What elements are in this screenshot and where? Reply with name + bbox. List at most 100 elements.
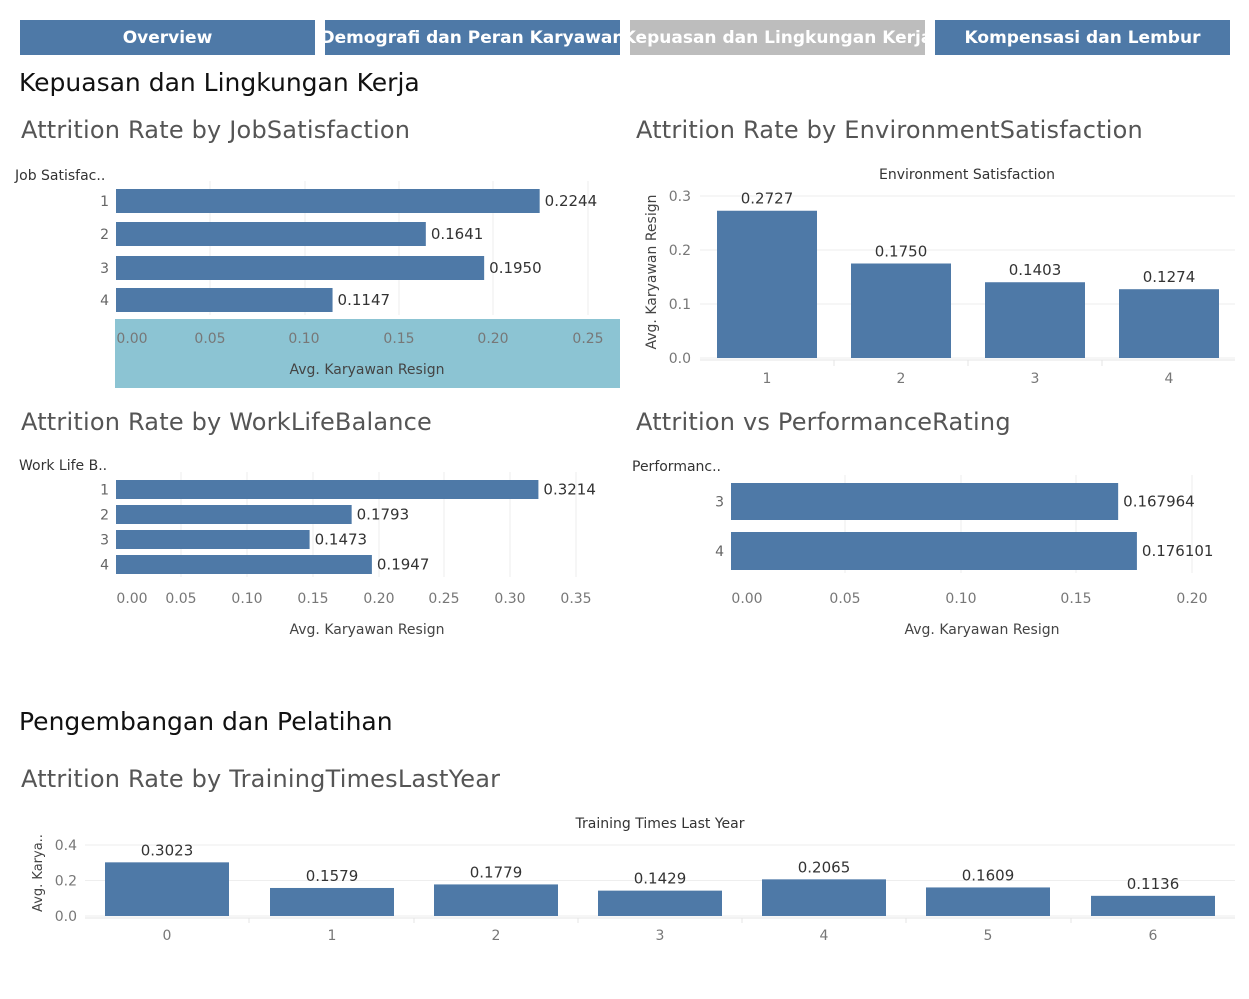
train-bar[interactable] (1091, 895, 1215, 916)
env-tick-label: 0.3 (669, 189, 691, 205)
chart-title-perf: Attrition vs PerformanceRating (636, 408, 1011, 436)
wlb-data-label: 0.1793 (357, 506, 410, 524)
wlb-data-label: 0.1947 (377, 556, 430, 574)
job-bar[interactable] (116, 222, 426, 246)
train-data-label: 0.2065 (798, 858, 851, 876)
job-data-label: 0.1641 (431, 225, 484, 243)
wlb-category-label: 4 (100, 558, 109, 574)
train-category-label: 0 (163, 928, 172, 944)
job-bar[interactable] (116, 189, 540, 213)
perf-tick-label: 0.20 (1176, 591, 1207, 607)
tab-kepuasan[interactable]: Kepuasan dan Lingkungan Kerja (623, 20, 932, 55)
wlb-x-axis-title: Avg. Karyawan Resign (290, 622, 445, 638)
env-bar[interactable] (717, 210, 817, 358)
job-bar[interactable] (116, 288, 333, 312)
job-tick-label: 0.20 (477, 331, 508, 347)
env-bar[interactable] (985, 282, 1085, 358)
wlb-tick-label: 0.20 (363, 591, 394, 607)
env-category-label: 3 (1031, 371, 1040, 387)
wlb-data-label: 0.3214 (543, 481, 596, 499)
perf-tick-label: 0.15 (1060, 591, 1091, 607)
job-data-label: 0.1950 (489, 259, 542, 277)
train-bar[interactable] (434, 884, 558, 916)
env-tick-label: 0.2 (669, 243, 691, 259)
chart-title-wlb: Attrition Rate by WorkLifeBalance (21, 408, 433, 436)
section-title-satisfaction: Kepuasan dan Lingkungan Kerja (19, 68, 420, 97)
train-tick-label: 0.4 (55, 838, 77, 854)
train-tick-label: 0.0 (55, 909, 77, 925)
job-axis-highlight (115, 319, 620, 388)
wlb-tick-label: 0.15 (297, 591, 328, 607)
job-data-label: 0.1147 (338, 291, 391, 309)
wlb-data-label: 0.1473 (315, 531, 368, 549)
wlb-tick-label: 0.05 (165, 591, 196, 607)
wlb-tick-label: 0.25 (428, 591, 459, 607)
train-tick-label: 0.2 (55, 874, 77, 890)
env-y-axis-title: Avg. Karyawan Resign (644, 195, 660, 350)
env-data-label: 0.1274 (1143, 268, 1196, 286)
wlb-tick-label: 0.35 (560, 591, 591, 607)
perf-data-label: 0.176101 (1142, 542, 1214, 560)
chart-title-job: Attrition Rate by JobSatisfaction (21, 116, 411, 144)
perf-bar[interactable] (731, 532, 1137, 570)
env-bar[interactable] (851, 263, 951, 359)
wlb-tick-label: 0.10 (231, 591, 262, 607)
job-tick-label: 0.05 (194, 331, 225, 347)
wlb-bar[interactable] (116, 505, 352, 524)
tab-demografi[interactable]: Demografi dan Peran Karyawan (321, 20, 624, 55)
train-bar[interactable] (105, 862, 229, 916)
train-data-label: 0.1429 (634, 870, 687, 888)
train-bar[interactable] (926, 887, 1050, 916)
tab-overview[interactable]: Overview (20, 20, 315, 55)
wlb-category-label: 3 (100, 533, 109, 549)
train-bar[interactable] (762, 879, 886, 916)
perf-category-label: 4 (715, 544, 724, 560)
perf-tick-label: 0.10 (945, 591, 976, 607)
train-category-label: 1 (328, 928, 337, 944)
wlb-tick-label: 0.30 (494, 591, 525, 607)
env-tick-label: 0.0 (669, 351, 691, 367)
train-x-axis-header: Training Times Last Year (575, 816, 745, 832)
job-x-axis-title: Avg. Karyawan Resign (290, 362, 445, 378)
wlb-category-header: Work Life B.. (19, 458, 107, 474)
env-category-label: 4 (1165, 371, 1174, 387)
train-bar[interactable] (270, 887, 394, 916)
train-data-label: 0.1779 (470, 863, 523, 881)
env-bar[interactable] (1119, 289, 1219, 358)
job-category-label: 1 (100, 194, 109, 210)
wlb-bar[interactable] (116, 530, 310, 549)
env-tick-label: 0.1 (669, 297, 691, 313)
train-category-label: 3 (656, 928, 665, 944)
job-data-label: 0.2244 (545, 192, 598, 210)
train-data-label: 0.1136 (1127, 875, 1180, 893)
chart-title-env: Attrition Rate by EnvironmentSatisfactio… (636, 116, 1143, 144)
train-bar[interactable] (598, 890, 722, 916)
train-data-label: 0.1579 (306, 867, 359, 885)
section-title-training: Pengembangan dan Pelatihan (19, 707, 393, 736)
train-category-label: 6 (1149, 928, 1158, 944)
perf-bar[interactable] (731, 483, 1119, 520)
tab-kompensasi[interactable]: Kompensasi dan Lembur (935, 20, 1230, 55)
job-tick-label: 0.25 (572, 331, 603, 347)
env-x-axis-header: Environment Satisfaction (879, 167, 1055, 183)
env-data-label: 0.1403 (1009, 261, 1062, 279)
wlb-bar[interactable] (116, 480, 539, 499)
wlb-bar[interactable] (116, 555, 372, 574)
perf-category-label: 3 (715, 495, 724, 511)
job-bar[interactable] (116, 256, 485, 280)
env-category-label: 2 (897, 371, 906, 387)
perf-tick-label: 0.05 (829, 591, 860, 607)
job-category-label: 2 (100, 227, 109, 243)
perf-x-axis-title: Avg. Karyawan Resign (905, 622, 1060, 638)
perf-data-label: 0.167964 (1123, 493, 1195, 511)
train-category-label: 5 (984, 928, 993, 944)
wlb-category-label: 1 (100, 483, 109, 499)
train-data-label: 0.1609 (962, 866, 1015, 884)
perf-tick-label: 0.00 (731, 591, 762, 607)
job-tick-label: 0.15 (383, 331, 414, 347)
env-data-label: 0.2727 (741, 190, 794, 208)
train-category-label: 4 (820, 928, 829, 944)
train-y-axis-title: Avg. Karya.. (31, 834, 46, 912)
job-tick-label: 0.10 (288, 331, 319, 347)
job-category-label: 4 (100, 293, 109, 309)
